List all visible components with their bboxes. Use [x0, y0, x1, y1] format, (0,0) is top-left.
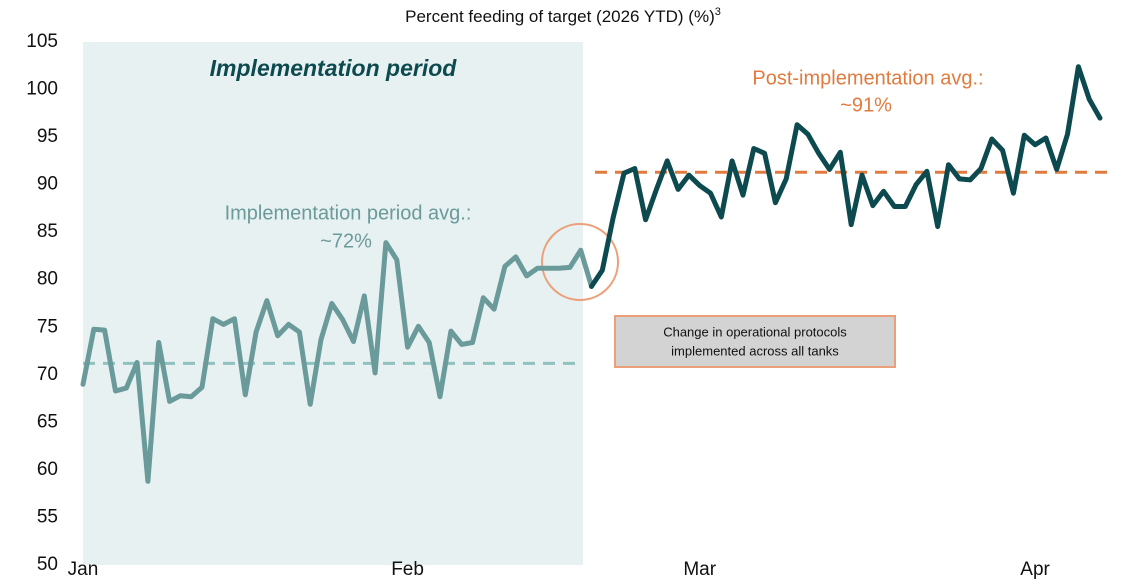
y-tick-label: 90 [37, 174, 58, 195]
y-tick-label: 75 [37, 316, 58, 337]
period-label: Implementation period [210, 55, 458, 81]
y-tick-label: 85 [37, 221, 58, 242]
y-tick-label: 65 [37, 411, 58, 432]
y-tick-label: 55 [37, 506, 58, 527]
chart-title: Percent feeding of target (2026 YTD) (%)… [405, 6, 721, 27]
x-tick-label: Jan [68, 559, 99, 580]
annotation-box [614, 315, 896, 368]
post-avg-label: Post-implementation avg.: [752, 67, 983, 89]
title-text: Percent feeding of target (2026 YTD) (%) [405, 7, 715, 26]
x-tick-label: Mar [683, 559, 716, 580]
x-tick-label: Apr [1020, 559, 1050, 580]
y-tick-label: 70 [37, 364, 58, 385]
impl-avg-value: ~72% [320, 230, 372, 252]
y-tick-label: 60 [37, 459, 58, 480]
highlight-circle [541, 223, 619, 301]
impl-avg-label: Implementation period avg.: [225, 202, 472, 224]
title-footnote: 3 [715, 6, 721, 18]
y-tick-label: 100 [26, 79, 58, 100]
y-tick-label: 95 [37, 126, 58, 147]
annotation-box-line: Change in operational protocols [663, 324, 847, 339]
y-tick-label: 105 [26, 31, 58, 52]
series-line [80, 240, 594, 484]
post-avg-value: ~91% [840, 94, 892, 116]
y-tick-label: 80 [37, 269, 58, 290]
y-tick-label: 50 [37, 554, 58, 575]
annotation-box-line: implemented across all tanks [671, 343, 839, 358]
x-tick-label: Feb [391, 559, 424, 580]
series-line [589, 64, 1103, 289]
